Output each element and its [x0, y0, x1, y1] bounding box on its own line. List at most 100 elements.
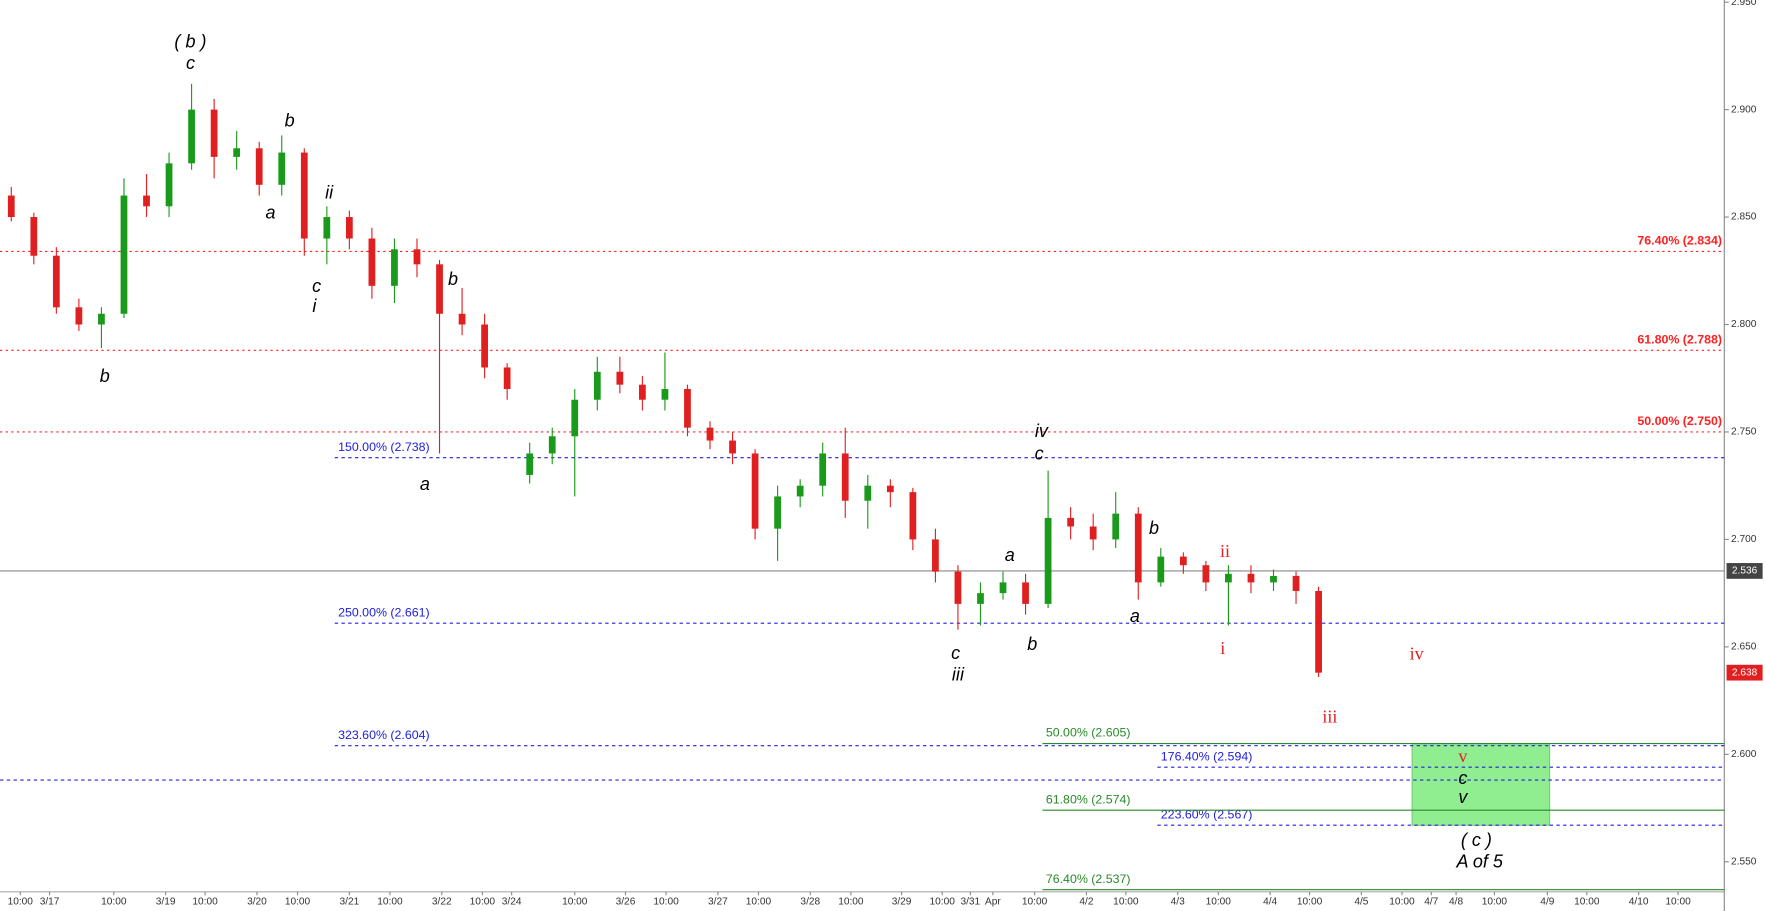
wave-label: ii	[325, 182, 334, 202]
x-tick-label: 3/31	[960, 897, 980, 908]
wave-label: a	[1005, 545, 1015, 565]
candle-body	[684, 388, 691, 428]
y-tick-label: 2.650	[1731, 642, 1757, 653]
x-tick-label: 10:00	[1482, 897, 1508, 908]
candle-body	[774, 496, 782, 529]
x-tick-label: 4/7	[1424, 897, 1438, 908]
x-tick-label: 10:00	[192, 897, 218, 908]
candle-body	[391, 249, 398, 286]
x-tick-label: 4/3	[1171, 897, 1185, 908]
wave-label: v	[1458, 787, 1468, 807]
x-tick-label: 4/4	[1263, 897, 1277, 908]
x-tick-label: 3/20	[247, 897, 267, 908]
candle-body	[1315, 590, 1322, 673]
candle-body	[120, 195, 128, 314]
x-tick-label: 10:00	[562, 897, 588, 908]
x-tick-label: 3/26	[616, 897, 636, 908]
wave-label: i	[1220, 638, 1225, 658]
last-price-label: 2.638	[1732, 667, 1758, 678]
x-tick-label: 3/24	[502, 897, 522, 908]
x-tick-label: 10:00	[929, 897, 955, 908]
x-tick-label: 10:00	[838, 897, 864, 908]
y-tick-label: 2.850	[1731, 212, 1757, 223]
candle-body	[661, 388, 669, 400]
candle-body	[413, 249, 421, 265]
wave-label: c	[951, 643, 960, 663]
candle-body	[977, 593, 984, 604]
wave-label: ( c )	[1461, 830, 1492, 850]
wave-label: c	[1458, 768, 1467, 788]
candle-body	[593, 371, 601, 400]
wave-label: iii	[1322, 707, 1337, 727]
candle-body	[188, 109, 195, 164]
candle-body	[616, 371, 624, 385]
wave-label: a	[1130, 606, 1140, 626]
x-tick-label: 4/5	[1354, 897, 1368, 908]
fib-level-label: 150.00% (2.738)	[338, 440, 430, 454]
candle-body	[165, 163, 173, 207]
y-tick-label: 2.600	[1731, 749, 1757, 760]
candle-body	[639, 384, 646, 400]
candle-body	[729, 440, 736, 454]
x-tick-label: 3/22	[432, 897, 452, 908]
candle-body	[98, 313, 105, 325]
candle-body	[841, 453, 849, 501]
y-tick-label: 2.800	[1731, 319, 1757, 330]
x-tick-label: 10:00	[746, 897, 772, 908]
candle-body	[345, 217, 353, 239]
wave-label: iv	[1410, 644, 1425, 664]
candle-body	[1044, 517, 1052, 604]
wave-label: b	[100, 366, 110, 386]
y-tick-label: 2.550	[1731, 856, 1757, 867]
x-tick-label: 10:00	[1574, 897, 1600, 908]
y-tick-label: 2.950	[1731, 0, 1757, 8]
candle-body	[481, 324, 488, 368]
candle-body	[300, 152, 308, 239]
x-tick-label: 10:00	[1389, 897, 1415, 908]
candle-body	[458, 313, 466, 325]
candle-body	[1270, 575, 1277, 583]
reference-tag	[1726, 563, 1763, 579]
candle-body	[1247, 573, 1255, 583]
x-tick-label: 4/9	[1540, 897, 1554, 908]
wave-label: ( b )	[174, 32, 206, 52]
x-tick-label: 10:00	[1206, 897, 1232, 908]
x-tick-label: 4/10	[1629, 897, 1649, 908]
candle-body	[548, 436, 556, 454]
candle-body	[436, 264, 443, 314]
x-tick-label: 3/21	[340, 897, 360, 908]
candle-body	[1225, 573, 1232, 583]
candle-body	[1179, 556, 1187, 566]
x-tick-label: 3/29	[892, 897, 912, 908]
x-tick-label: 10:00	[1665, 897, 1691, 908]
fib-level-label: 50.00% (2.605)	[1046, 726, 1131, 740]
x-tick-label: 4/2	[1079, 897, 1093, 908]
wave-label: c	[1035, 444, 1044, 464]
candle-body	[751, 453, 759, 529]
wave-label: iii	[952, 664, 965, 684]
candle-body	[210, 109, 218, 157]
candle-body	[954, 571, 962, 604]
x-tick-label: 10:00	[653, 897, 679, 908]
candle-body	[1112, 513, 1120, 540]
wave-label: i	[312, 296, 317, 316]
wave-label: b	[448, 269, 458, 289]
candle-body	[796, 485, 804, 497]
y-tick-label: 2.900	[1731, 104, 1757, 115]
candle-body	[1292, 575, 1300, 591]
candle-body	[864, 485, 872, 501]
x-tick-label: 3/27	[708, 897, 728, 908]
y-tick-label: 2.750	[1731, 427, 1757, 438]
x-tick-label: 10:00	[470, 897, 496, 908]
candle-body	[323, 217, 331, 239]
candle-body	[1134, 513, 1142, 583]
wave-label: A of 5	[1456, 851, 1504, 871]
x-tick-label: 10:00	[1113, 897, 1139, 908]
candle-body	[1089, 526, 1097, 540]
x-tick-label: 4/8	[1449, 897, 1463, 908]
x-tick-label: 10:00	[377, 897, 403, 908]
candle-body	[1202, 565, 1210, 583]
candle-body	[819, 453, 827, 486]
wave-label: c	[312, 276, 321, 296]
